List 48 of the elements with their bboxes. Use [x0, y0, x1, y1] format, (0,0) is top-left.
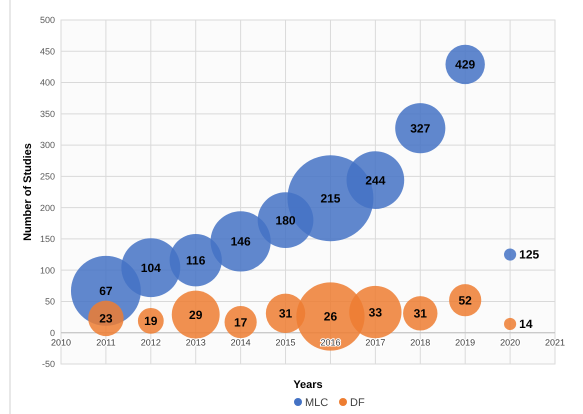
x-tick-label: 2013	[186, 338, 206, 348]
data-label: 33	[368, 305, 382, 320]
data-label: 31	[278, 306, 293, 321]
x-tick-label: 2012	[140, 338, 161, 348]
y-tick-label: 50	[44, 296, 55, 307]
data-label: 19	[144, 314, 158, 328]
data-label: 23	[99, 312, 113, 326]
x-tick-label: 2020	[500, 338, 520, 348]
data-label: 116	[186, 253, 206, 268]
data-label: 125	[519, 248, 540, 262]
y-tick-label: -50	[42, 359, 55, 370]
data-label: 29	[189, 308, 203, 322]
x-tick-label: 2018	[410, 338, 430, 348]
x-tick-label: 2016	[320, 338, 340, 348]
y-tick-label: 150	[40, 234, 55, 244]
legend-label: DF	[350, 397, 365, 409]
y-axis-title: Number of Studies	[22, 143, 34, 241]
y-tick-label: 450	[40, 46, 55, 56]
x-tick-label: 2011	[96, 338, 116, 348]
x-tick-label: 2019	[455, 338, 476, 348]
data-label: 31	[414, 306, 428, 321]
y-tick-label: 400	[40, 78, 55, 88]
data-label: 14	[519, 317, 533, 332]
x-axis-title: Years	[293, 379, 323, 391]
data-label: 17	[234, 315, 248, 330]
data-label: 327	[410, 121, 431, 136]
y-tick-label: 200	[40, 202, 55, 213]
x-tick-label: 2010	[50, 338, 72, 348]
data-label: 180	[276, 213, 296, 228]
x-tick-label: 2015	[276, 338, 296, 348]
y-tick-label: 300	[40, 140, 55, 150]
legend-label: MLC	[305, 397, 328, 409]
y-tick-label: 100	[40, 265, 55, 276]
x-tick-label: 2021	[544, 338, 566, 348]
x-tick-label: 2014	[230, 338, 251, 348]
data-label: 52	[458, 293, 472, 308]
y-tick-label: 0	[50, 328, 55, 338]
y-tick-label: 350	[40, 108, 55, 119]
data-label: 215	[320, 191, 341, 206]
data-label: 429	[455, 58, 476, 72]
data-label: 146	[230, 234, 251, 249]
data-label: 244	[365, 173, 386, 188]
data-label: 67	[99, 284, 113, 298]
y-tick-label: 250	[40, 172, 55, 182]
data-label: 104	[140, 260, 162, 275]
data-label: 26	[324, 310, 338, 324]
x-tick-label: 2017	[365, 338, 386, 348]
y-tick-label: 500	[40, 15, 55, 26]
